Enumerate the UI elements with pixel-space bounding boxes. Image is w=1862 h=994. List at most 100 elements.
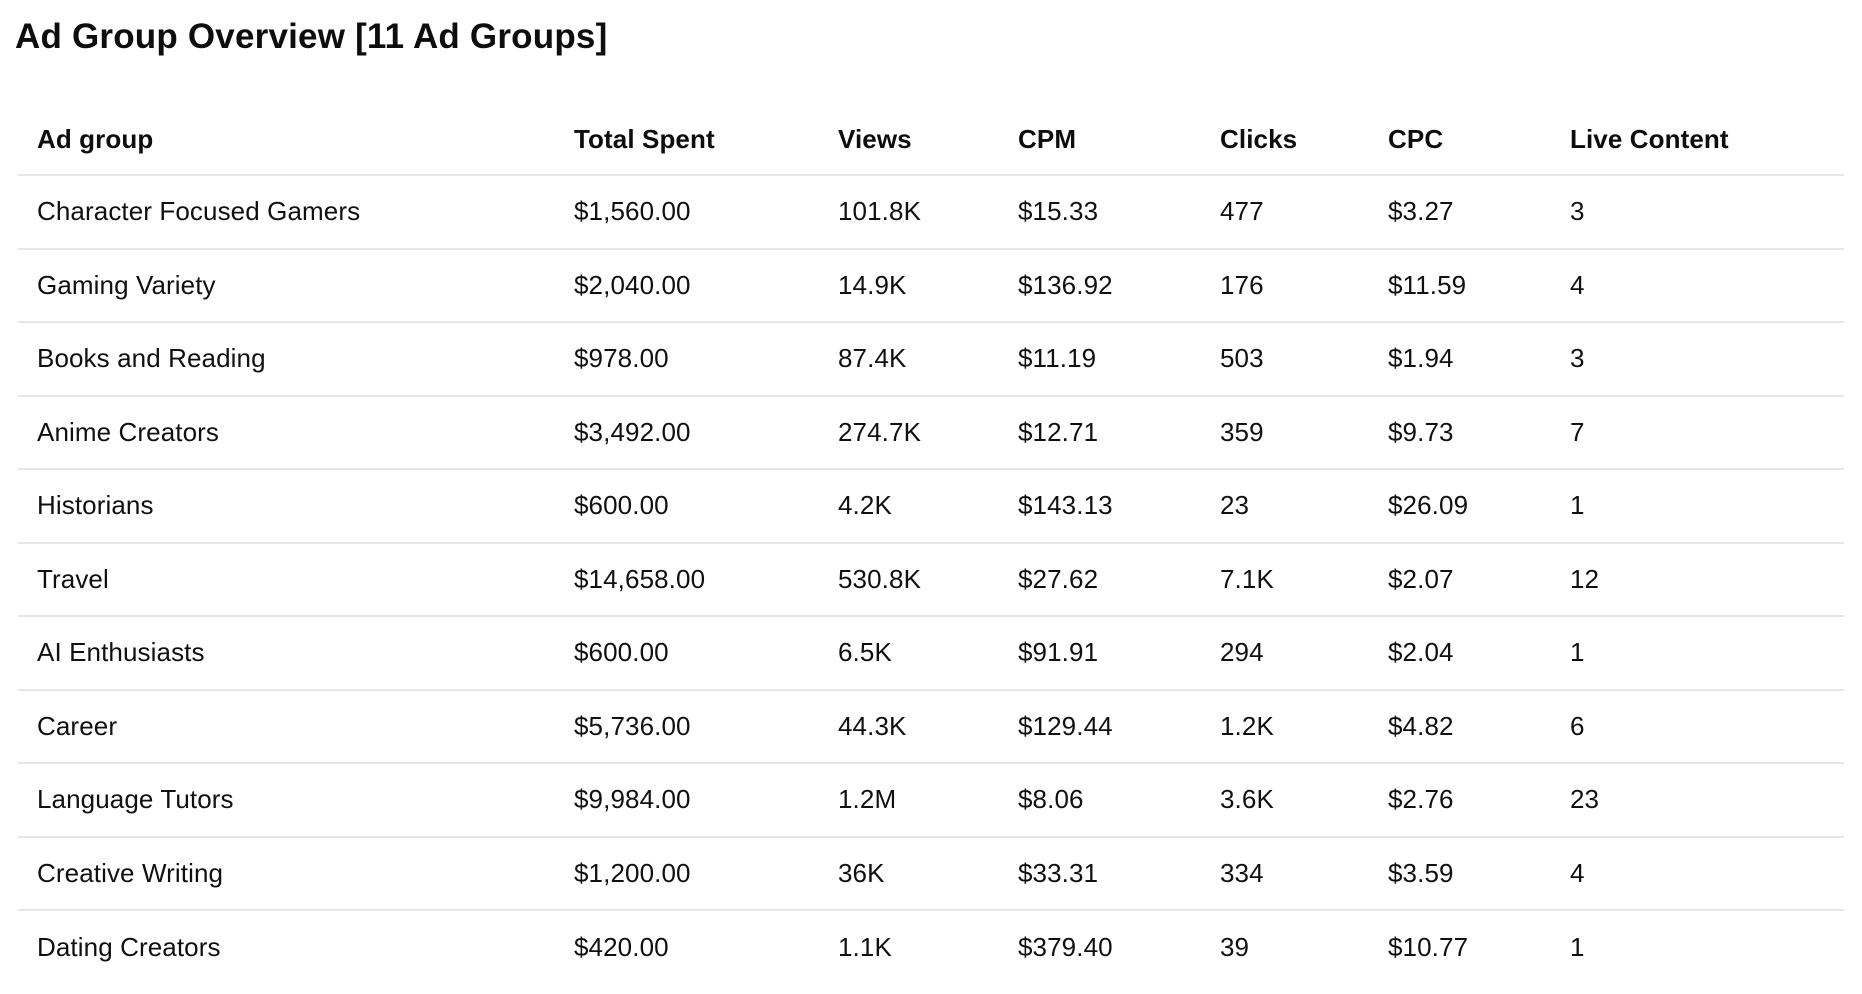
column-header-total-spent[interactable]: Total Spent [574,123,715,154]
table-body: Character Focused Gamers $1,560.00 101.8… [18,176,1844,985]
table-row: Character Focused Gamers $1,560.00 101.8… [18,176,1844,250]
cell-clicks: 176 [1220,269,1264,300]
cell-live-content: 4 [1570,269,1585,300]
cell-cpc: $2.76 [1388,784,1454,815]
cell-total-spent: $3,492.00 [574,416,691,447]
cell-total-spent: $14,658.00 [574,563,706,594]
cell-cpc: $4.82 [1388,710,1454,741]
cell-views: 44.3K [838,710,907,741]
cell-ad-group[interactable]: Career [37,710,118,741]
page-title: Ad Group Overview [11 Ad Groups] [15,17,608,56]
cell-views: 530.8K [838,563,922,594]
table-row: Travel $14,658.00 530.8K $27.62 7.1K $2.… [18,544,1844,617]
column-header-clicks[interactable]: Clicks [1220,123,1298,154]
cell-live-content: 1 [1570,637,1585,668]
table-row: Historians $600.00 4.2K $143.13 23 $26.0… [18,470,1844,544]
cell-clicks: 477 [1220,196,1264,227]
cell-ad-group[interactable]: Creative Writing [37,857,224,888]
cell-ad-group[interactable]: Books and Reading [37,343,266,374]
table-row: Gaming Variety $2,040.00 14.9K $136.92 1… [18,250,1844,323]
cell-ad-group[interactable]: Historians [37,490,154,521]
table-row: Books and Reading $978.00 87.4K $11.19 5… [18,323,1844,397]
table-row: Dating Creators $420.00 1.1K $379.40 39 … [18,911,1844,985]
cell-views: 4.2K [838,490,892,521]
cell-total-spent: $600.00 [574,490,669,521]
table-row: Anime Creators $3,492.00 274.7K $12.71 3… [18,397,1844,470]
cell-live-content: 23 [1570,784,1600,815]
cell-live-content: 12 [1570,563,1600,594]
cell-cpm: $143.13 [1018,490,1113,521]
cell-ad-group[interactable]: Travel [37,563,109,594]
cell-cpm: $11.19 [1018,343,1097,374]
cell-cpm: $136.92 [1018,269,1113,300]
cell-views: 274.7K [838,416,922,447]
cell-live-content: 3 [1570,343,1585,374]
cell-cpc: $1.94 [1388,343,1454,374]
cell-cpm: $8.06 [1018,784,1084,815]
cell-ad-group[interactable]: AI Enthusiasts [37,637,205,668]
cell-total-spent: $600.00 [574,637,669,668]
cell-views: 101.8K [838,196,922,227]
cell-live-content: 6 [1570,710,1585,741]
column-header-cpc[interactable]: CPC [1388,123,1444,154]
column-header-views[interactable]: Views [838,123,912,154]
cell-ad-group[interactable]: Language Tutors [37,784,234,815]
cell-cpm: $91.91 [1018,637,1099,668]
cell-clicks: 294 [1220,637,1264,668]
cell-total-spent: $1,200.00 [574,857,691,888]
cell-live-content: 3 [1570,196,1585,227]
cell-total-spent: $978.00 [574,343,669,374]
cell-total-spent: $9,984.00 [574,784,691,815]
cell-cpm: $12.71 [1018,416,1099,447]
column-header-cpm[interactable]: CPM [1018,123,1077,154]
cell-clicks: 1.2K [1220,710,1274,741]
cell-cpm: $15.33 [1018,196,1099,227]
cell-cpc: $26.09 [1388,490,1469,521]
cell-cpc: $9.73 [1388,416,1454,447]
cell-clicks: 334 [1220,857,1264,888]
cell-ad-group[interactable]: Gaming Variety [37,269,216,300]
table-row: Language Tutors $9,984.00 1.2M $8.06 3.6… [18,764,1844,838]
cell-views: 1.1K [838,932,892,963]
column-header-live-content[interactable]: Live Content [1570,123,1729,154]
cell-cpc: $2.07 [1388,563,1454,594]
cell-views: 87.4K [838,343,907,374]
cell-cpc: $3.27 [1388,196,1454,227]
column-header-ad-group[interactable]: Ad group [37,123,154,154]
cell-ad-group[interactable]: Anime Creators [37,416,220,447]
ad-group-table: Ad group Total Spent Views CPM Clicks CP… [18,104,1844,985]
cell-cpc: $10.77 [1388,932,1469,963]
cell-total-spent: $5,736.00 [574,710,691,741]
cell-views: 36K [838,857,885,888]
cell-views: 14.9K [838,269,907,300]
cell-live-content: 1 [1570,932,1585,963]
table-row: Career $5,736.00 44.3K $129.44 1.2K $4.8… [18,691,1844,764]
cell-clicks: 23 [1220,490,1250,521]
cell-clicks: 39 [1220,932,1250,963]
cell-clicks: 7.1K [1220,563,1274,594]
cell-live-content: 4 [1570,857,1585,888]
cell-clicks: 503 [1220,343,1264,374]
table-header-row: Ad group Total Spent Views CPM Clicks CP… [18,104,1844,176]
cell-total-spent: $2,040.00 [574,269,691,300]
cell-cpm: $129.44 [1018,710,1113,741]
cell-clicks: 359 [1220,416,1264,447]
cell-ad-group[interactable]: Dating Creators [37,932,221,963]
table-row: AI Enthusiasts $600.00 6.5K $91.91 294 $… [18,617,1844,691]
cell-total-spent: $420.00 [574,932,669,963]
table-row: Creative Writing $1,200.00 36K $33.31 33… [18,838,1844,911]
cell-cpc: $2.04 [1388,637,1454,668]
cell-views: 6.5K [838,637,892,668]
cell-views: 1.2M [838,784,897,815]
cell-cpm: $379.40 [1018,932,1113,963]
cell-cpc: $11.59 [1388,269,1467,300]
cell-ad-group[interactable]: Character Focused Gamers [37,196,361,227]
cell-live-content: 1 [1570,490,1585,521]
cell-cpc: $3.59 [1388,857,1454,888]
cell-clicks: 3.6K [1220,784,1274,815]
cell-cpm: $27.62 [1018,563,1099,594]
cell-live-content: 7 [1570,416,1585,447]
cell-total-spent: $1,560.00 [574,196,691,227]
cell-cpm: $33.31 [1018,857,1099,888]
